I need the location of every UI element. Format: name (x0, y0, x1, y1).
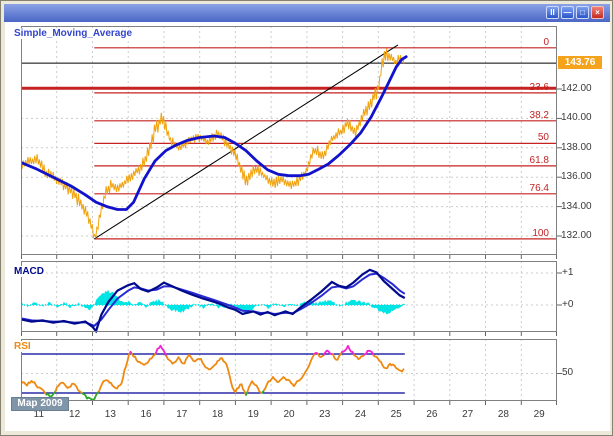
price-axis-label: 136.00 (561, 171, 592, 183)
pause-button[interactable]: II (546, 6, 559, 19)
close-icon: × (595, 7, 600, 17)
price-axis-label: 140.00 (561, 112, 592, 124)
chart-window-content (5, 22, 610, 431)
date-label: 23 (319, 409, 331, 420)
date-label: 17 (176, 409, 188, 420)
restore-icon: □ (580, 7, 585, 17)
macd-indicator-label: MACD (12, 266, 46, 277)
fib-level-label: 38.2 (529, 109, 549, 121)
fib-level-label: 76.4 (529, 182, 549, 194)
date-label: 11 (33, 409, 45, 420)
date-label: 28 (497, 409, 509, 420)
rsi-canvas[interactable] (21, 339, 563, 406)
price-axis-label: 132.00 (561, 230, 592, 241)
current-price-badge: 143.76 (558, 56, 602, 69)
price-axis-label: 134.00 (561, 200, 592, 212)
fib-level-label: 0 (543, 36, 549, 48)
fib-level-label: 61.8 (529, 154, 549, 166)
macd-axis-label-plus1: +1 (562, 267, 574, 278)
rsi-axis-label-50: 50 (562, 367, 574, 378)
date-label: 19 (247, 409, 259, 420)
date-label: 12 (69, 409, 81, 420)
date-label: 16 (140, 409, 152, 420)
date-label: 24 (354, 409, 367, 420)
restore-button[interactable]: □ (576, 6, 589, 19)
date-label: 26 (426, 409, 438, 420)
main-chart-canvas[interactable] (21, 26, 563, 260)
date-label: 27 (462, 409, 474, 420)
fib-level-label: 100 (532, 227, 549, 239)
price-axis-label: 142.00 (561, 83, 592, 94)
macd-axis-label-plus0: +0 (562, 299, 574, 310)
price-axis-label: 138.00 (561, 141, 592, 153)
macd-canvas[interactable] (21, 261, 563, 337)
date-label: 13 (104, 409, 116, 420)
window-controls: II — □ × (546, 6, 604, 19)
close-button[interactable]: × (591, 6, 604, 19)
minimize-button[interactable]: — (561, 6, 574, 19)
date-label: 29 (533, 409, 545, 420)
period-label: Мар 2009 (11, 397, 69, 411)
minimize-icon: — (563, 7, 572, 17)
date-label: 18 (211, 409, 224, 420)
fib-level-label: 50 (537, 132, 549, 144)
rsi-indicator-label: RSI (12, 341, 33, 352)
date-label: 25 (390, 409, 402, 420)
title-bar[interactable]: График GBP /JPY ЧАС (4, 4, 610, 37)
date-label: 20 (283, 409, 295, 420)
fib-level-label: 23.6 (529, 81, 549, 93)
sma-indicator-label: Simple_Moving_Average (12, 28, 135, 39)
pause-icon: II (550, 7, 555, 17)
